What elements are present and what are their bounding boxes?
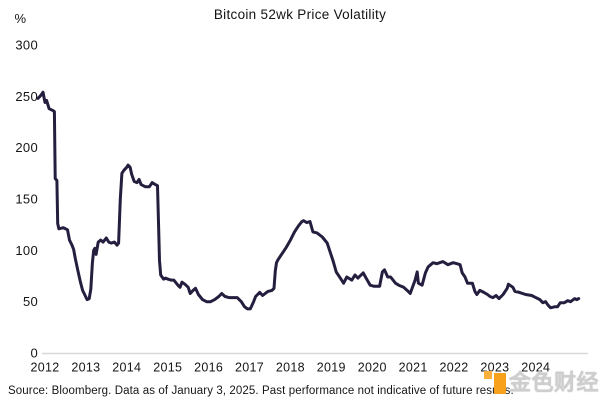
x-tick-label: 2022 [439,361,468,375]
x-tick-label: 2016 [194,361,223,375]
x-tick-label: 2021 [399,361,428,375]
logo-square-big [493,373,506,394]
volatility-line [36,90,581,311]
x-tick-label: 2015 [153,361,182,375]
y-axis-unit-label: % [14,11,26,26]
y-tick-label: 50 [23,294,38,309]
jinse-finance-watermark: 金色财经 [483,370,599,396]
y-tick-label: 300 [15,38,38,53]
y-tick-label: 100 [15,243,38,258]
x-tick-label: 2012 [30,361,59,375]
x-tick-label: 2018 [276,361,305,375]
x-tick-label: 2020 [358,361,387,375]
x-tick-label: 2024 [521,361,550,375]
watermark-text: 金色财经 [508,370,599,395]
logo-square-small [483,371,492,379]
page-title: Bitcoin 52wk Price Volatility [213,7,387,22]
x-tick-label: 2014 [112,361,141,375]
jinse-logo-icon [483,370,506,396]
x-tick-label: 2013 [71,361,100,375]
x-tick-label: 2017 [235,361,264,375]
y-tick-label: 200 [15,140,38,155]
y-tick-label: 250 [15,89,38,104]
y-tick-label: 0 [30,346,38,361]
y-tick-label: 150 [15,192,38,207]
x-tick-label: 2019 [317,361,346,375]
source-text: Source: Bloomberg. Data as of January 3,… [8,385,514,397]
